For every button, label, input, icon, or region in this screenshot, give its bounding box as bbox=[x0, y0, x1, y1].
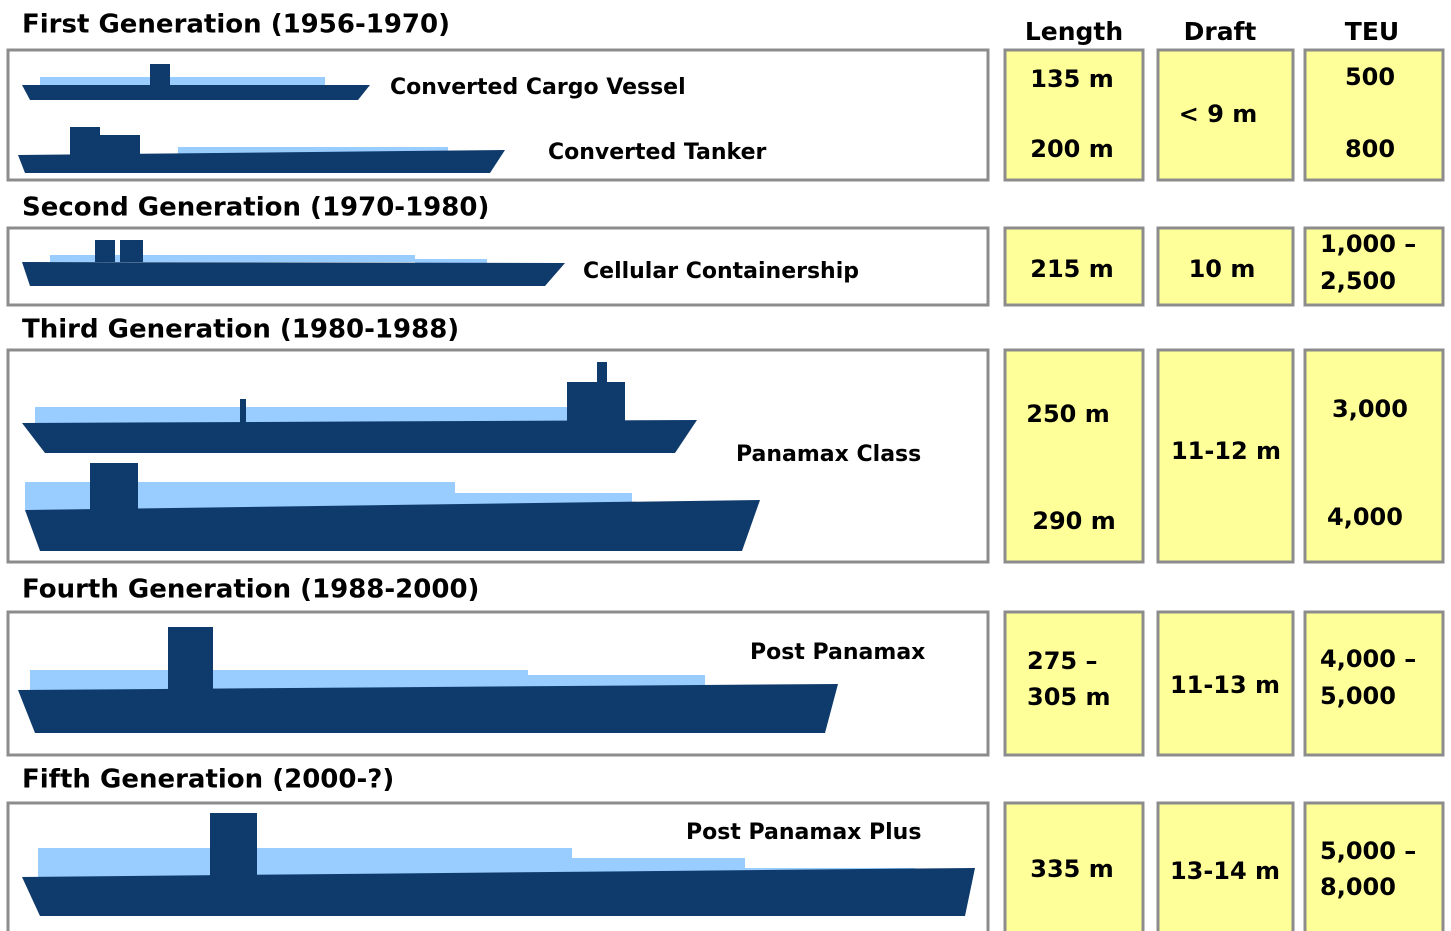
ship-label: Converted Cargo Vessel bbox=[390, 75, 686, 100]
teu-value: 2,500 bbox=[1320, 267, 1396, 295]
infographic: Length Draft TEU First Generation (1956-… bbox=[0, 0, 1451, 931]
generation-title: Second Generation (1970-1980) bbox=[22, 193, 489, 223]
length-value: 135 m bbox=[1030, 65, 1113, 93]
teu-value: 3,000 bbox=[1332, 395, 1408, 423]
length-value: 290 m bbox=[1032, 507, 1115, 535]
generation-title: Fifth Generation (2000-?) bbox=[22, 765, 394, 795]
length-value: 200 m bbox=[1030, 135, 1113, 163]
draft-value: < 9 m bbox=[1179, 100, 1258, 128]
header-teu: TEU bbox=[1345, 17, 1399, 46]
ship-label: Converted Tanker bbox=[548, 140, 767, 165]
ship-label: Panamax Class bbox=[736, 442, 921, 467]
length-value: 335 m bbox=[1030, 855, 1113, 883]
generation-title: Fourth Generation (1988-2000) bbox=[22, 575, 479, 605]
ship-label: Post Panamax Plus bbox=[686, 820, 921, 845]
draft-value: 10 m bbox=[1189, 255, 1256, 283]
generation-title: First Generation (1956-1970) bbox=[22, 10, 450, 40]
length-value: 305 m bbox=[1027, 683, 1110, 711]
length-value: 275 – bbox=[1027, 647, 1097, 675]
ship-label: Post Panamax bbox=[750, 640, 925, 665]
header-length: Length bbox=[1025, 17, 1123, 46]
teu-value: 4,000 bbox=[1327, 503, 1403, 531]
teu-value: 500 bbox=[1345, 63, 1395, 91]
header-draft: Draft bbox=[1184, 17, 1257, 46]
teu-value: 800 bbox=[1345, 135, 1395, 163]
ship-label: Cellular Containership bbox=[583, 259, 859, 284]
generation-title: Third Generation (1980-1988) bbox=[22, 315, 459, 345]
draft-value: 11-12 m bbox=[1171, 437, 1281, 465]
teu-value: 1,000 – bbox=[1320, 230, 1416, 258]
teu-value: 8,000 bbox=[1320, 873, 1396, 901]
length-value: 250 m bbox=[1026, 400, 1109, 428]
teu-value: 5,000 bbox=[1320, 682, 1396, 710]
draft-value: 13-14 m bbox=[1170, 857, 1280, 885]
teu-value: 5,000 – bbox=[1320, 837, 1416, 865]
draft-value: 11-13 m bbox=[1170, 671, 1280, 699]
teu-cell bbox=[1305, 803, 1443, 931]
length-value: 215 m bbox=[1030, 255, 1113, 283]
teu-value: 4,000 – bbox=[1320, 645, 1416, 673]
